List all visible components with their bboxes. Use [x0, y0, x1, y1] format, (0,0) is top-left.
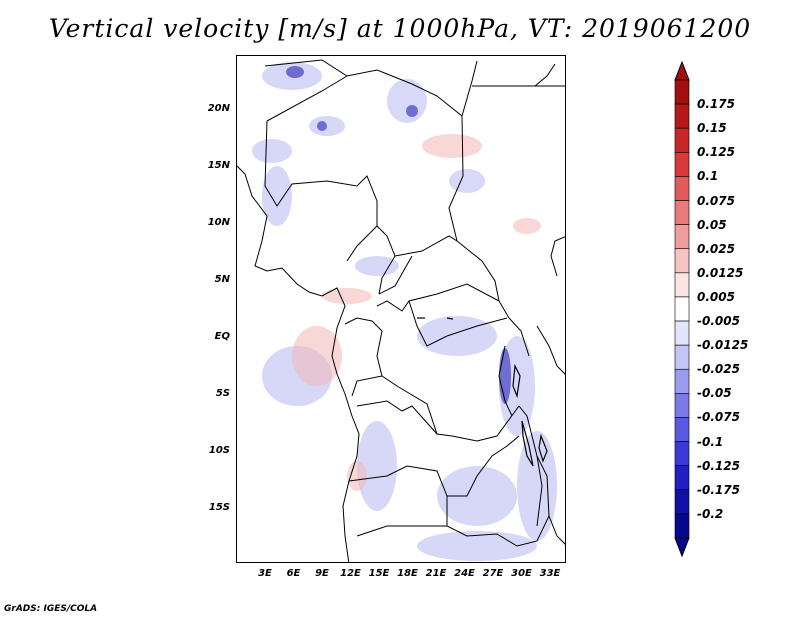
colorbar-swatch: [674, 176, 690, 201]
colorbar-tick-label: -0.2: [697, 506, 724, 521]
colorbar-tick-label: -0.1: [697, 434, 724, 449]
latitude-tick-label: 5N: [214, 274, 230, 285]
colorbar-swatch: [674, 152, 690, 177]
longitude-tick-label: 30E: [511, 568, 532, 579]
longitude-tick-label: 27E: [482, 568, 504, 579]
colorbar-swatch: [674, 489, 690, 515]
latitude-tick-label: 15S: [208, 502, 230, 513]
colorbar-swatch: [674, 465, 690, 491]
map-panel: [236, 55, 566, 563]
latitude-tick-label: 5S: [215, 388, 230, 399]
colorbar-swatch: [674, 127, 690, 153]
colorbar-swatch: [674, 224, 690, 250]
map-canvas: [237, 59, 565, 562]
colorbar-tick-label: 0.025: [697, 241, 735, 256]
colorbar-bottom-arrow: [674, 537, 690, 558]
colorbar-tick-label: -0.175: [697, 482, 740, 497]
latitude-tick-label: EQ: [214, 331, 230, 342]
chart-title: Vertical velocity [m/s] at 1000hPa, VT: …: [48, 14, 752, 43]
lake-outlines: [417, 317, 548, 467]
colorbar-swatch: [674, 103, 690, 129]
colorbar-tick-label: 0.125: [697, 145, 735, 160]
longitude-tick-label: 18E: [397, 568, 418, 579]
colorbar-swatch: [674, 272, 690, 298]
colorbar-swatch: [674, 441, 690, 466]
latitude-tick-label: 15N: [207, 160, 230, 171]
negative-velocity-areas: [252, 62, 557, 561]
longitude-tick-label: 15E: [368, 568, 390, 579]
colorbar-tick-label: 0.15: [697, 121, 727, 136]
colorbar-swatch: [674, 320, 690, 346]
colorbar-swatch: [674, 79, 690, 105]
colorbar-tick-label: 0.05: [697, 217, 727, 232]
longitude-tick-label: 24E: [454, 568, 475, 579]
coastlines-and-borders: [237, 59, 565, 562]
positive-velocity-areas: [292, 134, 541, 491]
colorbar-swatch: [674, 344, 690, 370]
colorbar-tick-label: -0.075: [697, 410, 740, 425]
longitude-tick-label: 12E: [340, 568, 361, 579]
colorbar-swatch: [674, 417, 690, 442]
colorbar-tick-label: 0.075: [697, 193, 735, 208]
longitude-tick-label: 6E: [286, 568, 301, 579]
colorbar-swatch: [674, 296, 690, 322]
longitude-tick-label: 3E: [258, 568, 272, 579]
colorbar-tick-label: -0.025: [697, 362, 740, 377]
longitude-tick-label: 21E: [425, 568, 447, 579]
colorbar-tick-label: 0.1: [697, 169, 719, 184]
colorbar-swatch: [674, 368, 690, 394]
colorbar: [674, 60, 690, 558]
colorbar-tick-label: -0.125: [697, 458, 740, 473]
latitude-tick-label: 10S: [208, 445, 230, 456]
colorbar-tick-label: 0.0125: [697, 265, 744, 280]
colorbar-top-arrow: [674, 60, 690, 81]
colorbar-swatch: [674, 200, 690, 225]
latitude-tick-label: 20N: [207, 103, 230, 114]
colorbar-swatch: [674, 513, 690, 539]
latitude-tick-label: 10N: [207, 217, 230, 228]
colorbar-tick-label: -0.0125: [697, 338, 749, 353]
colorbar-tick-label: 0.175: [697, 97, 735, 112]
grads-credit: GrADS: IGES/COLA: [4, 604, 98, 614]
longitude-tick-label: 9E: [315, 568, 329, 579]
colorbar-swatch: [674, 248, 690, 274]
colorbar-tick-label: -0.05: [697, 386, 732, 401]
longitude-tick-label: 33E: [539, 568, 561, 579]
colorbar-tick-label: 0.005: [697, 289, 735, 304]
colorbar-swatch: [674, 393, 690, 418]
colorbar-tick-label: -0.005: [697, 314, 740, 329]
